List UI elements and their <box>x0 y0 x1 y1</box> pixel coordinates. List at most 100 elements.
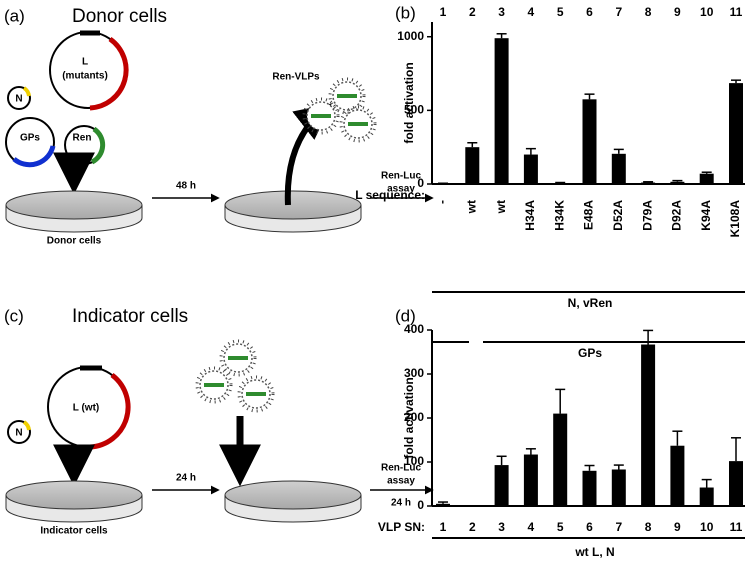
category-label: 9 <box>674 520 681 534</box>
row-value: - <box>435 200 449 204</box>
group-label: wt L, N <box>574 545 614 559</box>
bar <box>699 487 714 506</box>
assay-label: 24 h <box>391 498 411 509</box>
category-label: 6 <box>586 5 593 19</box>
panel-label: (c) <box>4 306 24 325</box>
y-axis-label: fold activation <box>402 377 416 458</box>
vlp <box>219 339 257 377</box>
bar <box>582 470 597 506</box>
panel-c: (c) Indicator cells N L (wt) Indicator c… <box>4 306 434 537</box>
panel-a: (a) Donor cells N L (mutants) GPs Ren Do… <box>4 6 434 247</box>
dish-label: Donor cells <box>47 236 102 247</box>
bar <box>729 461 743 506</box>
category-label: 2 <box>469 520 476 534</box>
bar <box>494 38 509 185</box>
dish <box>5 190 143 220</box>
plasmid <box>7 420 31 444</box>
plasmid-gene <box>12 145 56 168</box>
panel-label: (a) <box>4 6 25 25</box>
y-tick-label: 100 <box>404 454 424 468</box>
bar <box>494 465 509 506</box>
plasmid-gene <box>89 36 129 111</box>
row-value: wt <box>494 200 508 214</box>
row-value: E48A <box>582 200 596 230</box>
plasmid-label: L <box>82 57 88 68</box>
bar <box>436 503 450 506</box>
category-label: 5 <box>557 5 564 19</box>
y-tick-label: 0 <box>417 176 424 190</box>
dish <box>224 480 362 510</box>
bar <box>670 445 685 506</box>
y-tick-label: 400 <box>404 322 424 336</box>
panel-label: (b) <box>395 3 416 22</box>
row-value: K108A <box>728 200 742 238</box>
row-value: D92A <box>670 200 684 231</box>
y-tick-label: 300 <box>404 366 424 380</box>
category-label: 9 <box>674 5 681 19</box>
group-label: GPs <box>578 346 602 360</box>
dish-label: Indicator cells <box>40 526 108 537</box>
category-label: 2 <box>469 5 476 19</box>
row-value: K94A <box>699 200 713 231</box>
panel-label: (d) <box>395 306 416 325</box>
plasmid-label: N <box>15 94 22 105</box>
plasmid-gene <box>90 126 106 165</box>
category-label: 3 <box>498 5 505 19</box>
bar <box>729 83 743 184</box>
bar <box>582 99 597 184</box>
category-label: 4 <box>528 5 535 19</box>
bar <box>699 173 714 184</box>
assay-label: assay <box>387 184 415 195</box>
category-label: 7 <box>615 520 622 534</box>
category-label: 1 <box>440 520 447 534</box>
plasmid-label: L (wt) <box>73 403 99 414</box>
plasmid-label: GPs <box>20 133 40 144</box>
bar <box>553 413 568 506</box>
plasmid-gene <box>22 86 31 97</box>
row-label: VLP SN: <box>378 520 425 534</box>
y-tick-label: 0 <box>417 498 424 512</box>
panel-title: Indicator cells <box>72 306 188 327</box>
category-label: 6 <box>586 520 593 534</box>
category-label: 1 <box>440 5 447 19</box>
plasmid-label: (mutants) <box>62 71 108 82</box>
bar <box>641 182 656 184</box>
category-label: 11 <box>730 520 743 534</box>
bar <box>523 454 538 506</box>
y-tick-label: 200 <box>404 410 424 424</box>
vlp-label: Ren-VLPs <box>272 72 320 83</box>
vlp <box>339 105 377 143</box>
bar <box>641 344 656 506</box>
row-value: D79A <box>640 200 654 231</box>
category-label: 5 <box>557 520 564 534</box>
row-value: H34K <box>552 200 566 231</box>
bar <box>523 154 538 184</box>
y-axis-label: fold activation <box>402 62 416 143</box>
bar <box>465 147 480 184</box>
assay-label: Ren-Luc <box>381 463 421 474</box>
vlp <box>237 375 275 413</box>
row-value: H34A <box>523 200 537 231</box>
plasmid-gene <box>22 420 31 431</box>
category-label: 10 <box>700 5 714 19</box>
time-label: 24 h <box>176 473 196 484</box>
dish <box>5 480 143 510</box>
category-label: 4 <box>528 520 535 534</box>
plasmid-label: N <box>15 428 22 439</box>
assay-label: Ren-Luc <box>381 171 421 182</box>
plasmid-gene <box>89 372 131 450</box>
plasmid-label: Ren <box>73 133 92 144</box>
panel-title: Donor cells <box>72 6 167 27</box>
bar <box>611 469 626 506</box>
category-label: 8 <box>645 520 652 534</box>
row-label: L sequence: <box>355 188 425 202</box>
dish <box>224 190 362 220</box>
category-label: 3 <box>498 520 505 534</box>
bar <box>611 153 626 184</box>
row-value: D52A <box>611 200 625 231</box>
y-tick-label: 500 <box>404 103 424 117</box>
category-label: 7 <box>615 5 622 19</box>
assay-label: assay <box>387 476 415 487</box>
